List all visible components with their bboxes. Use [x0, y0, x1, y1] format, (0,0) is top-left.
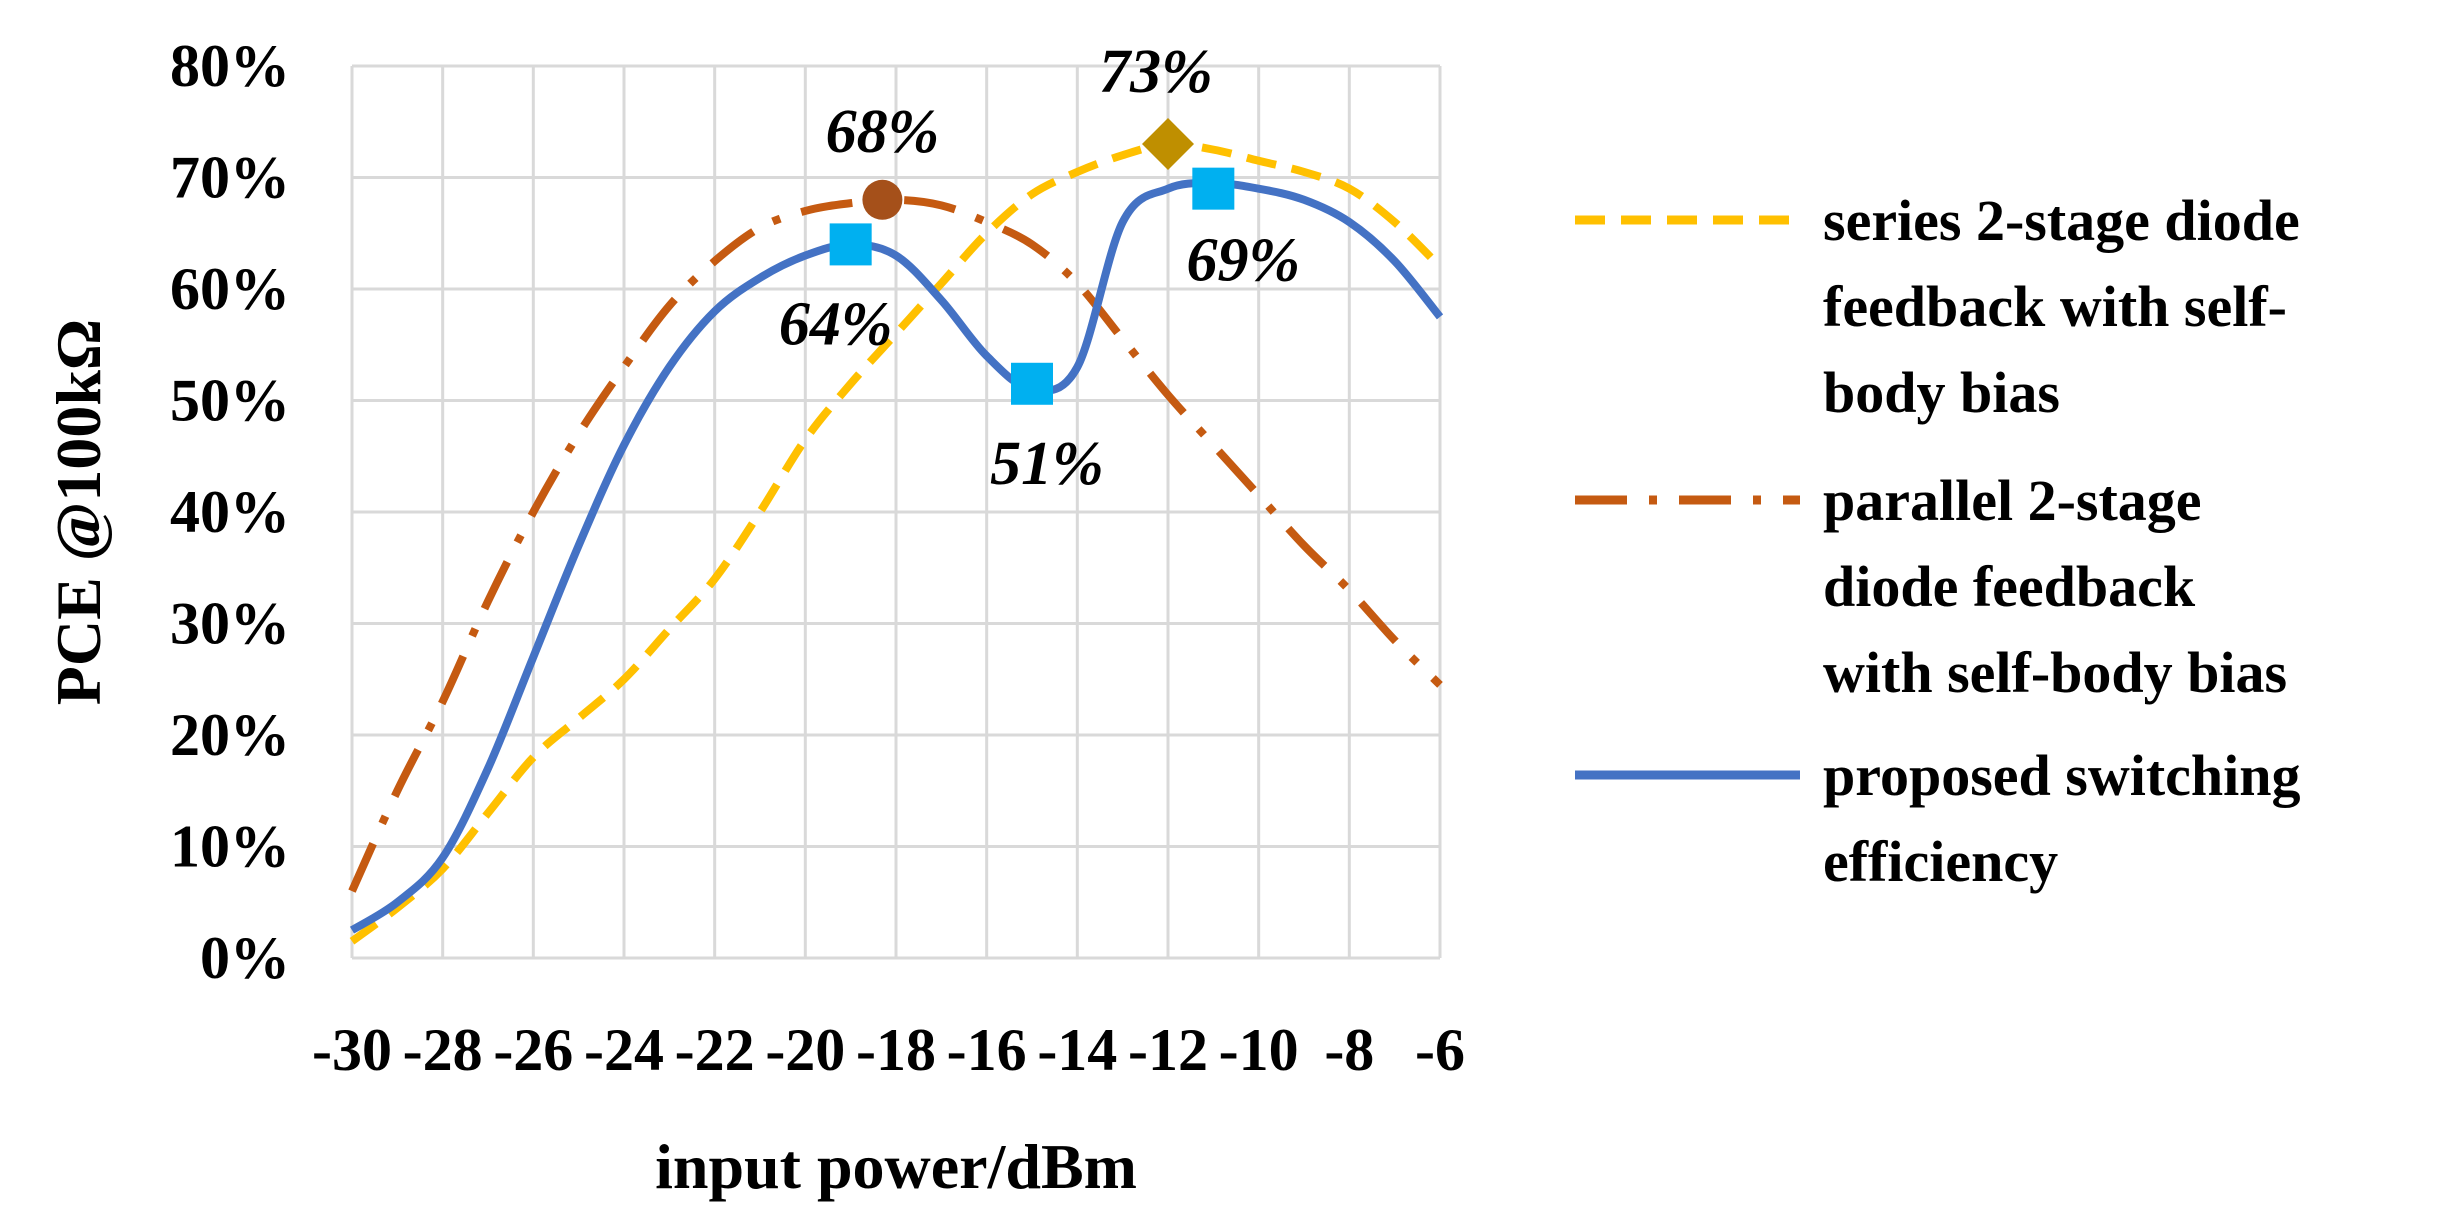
y-tick-label: 60%	[170, 256, 290, 322]
y-tick-label: 50%	[170, 368, 290, 434]
marker-square	[1011, 362, 1053, 405]
y-axis-title: PCE @100kΩ	[43, 319, 114, 705]
x-tick-label: -10	[1219, 1017, 1299, 1083]
x-axis-title: input power/dBm	[655, 1131, 1137, 1202]
series-2-stage-line	[349, 139, 1443, 945]
x-tick-label: -6	[1415, 1017, 1465, 1083]
y-tick-label: 30%	[170, 591, 290, 657]
y-tick-label: 0%	[200, 925, 290, 991]
x-tick-label: -30	[312, 1017, 392, 1083]
x-tick-label: -28	[403, 1017, 483, 1083]
x-tick-label: -20	[765, 1017, 845, 1083]
y-tick-label: 40%	[170, 479, 290, 545]
legend-label: proposed switching efficiency	[1823, 743, 2301, 894]
marker-square	[1192, 167, 1235, 210]
y-tick-label: 80%	[170, 33, 290, 99]
x-tick-label: -26	[493, 1017, 573, 1083]
x-tick-label: -16	[947, 1017, 1027, 1083]
parallel-2-stage-line	[348, 195, 1443, 893]
data-label: 64%	[779, 290, 893, 358]
x-tick-label: -24	[584, 1017, 664, 1083]
y-tick-label: 10%	[170, 814, 290, 880]
y-tick-label: 20%	[170, 702, 290, 768]
data-label: 69%	[1187, 227, 1301, 295]
highlight-markers: 68% 73% 64% 51% 69%	[779, 38, 1300, 498]
x-tick-label: -12	[1128, 1017, 1208, 1083]
data-label: 73%	[1099, 38, 1213, 106]
data-label: 68%	[826, 98, 940, 166]
legend-label: series 2-stage diode feedback with self-b…	[1823, 188, 2300, 425]
legend: series 2-stage diode feedback with self-b…	[1575, 188, 2301, 894]
x-tick-labels: -30 -28 -26 -24 -22 -20 -18 -16 -14 -12 -10 -8 -6	[312, 1017, 1465, 1083]
x-tick-label: -8	[1324, 1017, 1374, 1083]
y-tick-label: 70%	[170, 145, 290, 211]
series-lines	[348, 139, 1444, 945]
x-tick-label: -14	[1037, 1017, 1117, 1083]
data-label: 51%	[990, 430, 1104, 498]
marker-diamond	[1142, 118, 1194, 171]
proposed-switching-line	[349, 179, 1444, 934]
legend-label: parallel 2-stage diode feedback with self-…	[1823, 468, 2287, 705]
y-tick-labels: 0% 10% 20% 30% 40% 50% 60% 70% 80%	[170, 33, 290, 991]
x-tick-label: -22	[675, 1017, 755, 1083]
marker-circle	[862, 179, 903, 220]
marker-square	[829, 223, 872, 266]
x-tick-label: -18	[856, 1017, 936, 1083]
